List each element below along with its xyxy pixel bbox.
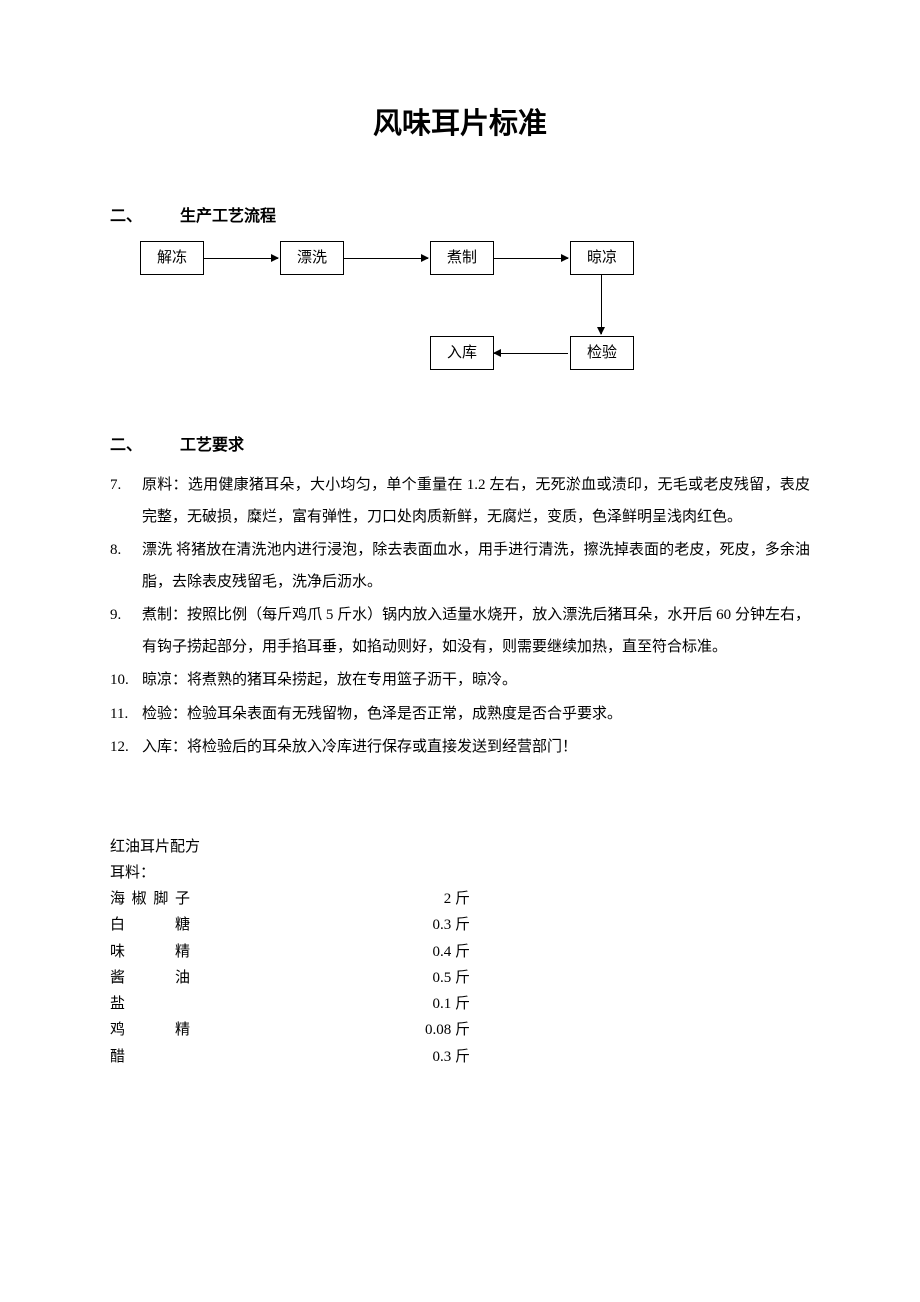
section-heading-flow: 二、生产工艺流程 bbox=[110, 202, 810, 226]
section-heading-process: 二、工艺要求 bbox=[110, 431, 810, 455]
recipe-row: 醋0.3 斤 bbox=[110, 1044, 810, 1070]
recipe-row: 鸡 精0.08 斤 bbox=[110, 1017, 810, 1043]
process-item: 12.入库：将检验后的耳朵放入冷库进行保存或直接发送到经营部门！ bbox=[110, 732, 810, 764]
flow-node-store: 入库 bbox=[430, 336, 494, 370]
section-num: 二、 bbox=[110, 431, 180, 455]
recipe-row: 酱 油0.5 斤 bbox=[110, 965, 810, 991]
recipe-name: 味 精 bbox=[110, 939, 190, 965]
document-page: 风味耳片标准 二、生产工艺流程 解冻 漂洗 煮制 晾凉 入库 检验 二、工艺要求… bbox=[0, 0, 920, 1302]
process-num: 7. bbox=[110, 470, 142, 533]
recipe-row: 海椒脚子2 斤 bbox=[110, 886, 810, 912]
flow-arrow bbox=[204, 258, 278, 259]
recipe-row: 盐0.1 斤 bbox=[110, 991, 810, 1017]
flow-node-cook: 煮制 bbox=[430, 241, 494, 275]
process-text: 煮制：按照比例（每斤鸡爪 5 斤水）锅内放入适量水烧开，放入漂洗后猪耳朵，水开后… bbox=[142, 600, 810, 663]
process-num: 8. bbox=[110, 535, 142, 598]
recipe-amount: 2 斤 bbox=[190, 886, 470, 912]
flow-arrow bbox=[601, 275, 602, 334]
process-text: 入库：将检验后的耳朵放入冷库进行保存或直接发送到经营部门！ bbox=[142, 732, 810, 764]
process-num: 12. bbox=[110, 732, 142, 764]
process-item: 9.煮制：按照比例（每斤鸡爪 5 斤水）锅内放入适量水烧开，放入漂洗后猪耳朵，水… bbox=[110, 600, 810, 663]
recipe-row: 味 精0.4 斤 bbox=[110, 939, 810, 965]
recipe-name: 盐 bbox=[110, 991, 190, 1017]
process-item: 10.晾凉：将煮熟的猪耳朵捞起，放在专用篮子沥干，晾冷。 bbox=[110, 665, 810, 697]
flow-node-cool: 晾凉 bbox=[570, 241, 634, 275]
recipe-row: 白 糖0.3 斤 bbox=[110, 912, 810, 938]
section-num: 二、 bbox=[110, 202, 180, 226]
section-label: 生产工艺流程 bbox=[180, 208, 276, 225]
section-label: 工艺要求 bbox=[180, 437, 244, 454]
flow-arrow bbox=[344, 258, 428, 259]
process-text: 晾凉：将煮熟的猪耳朵捞起，放在专用篮子沥干，晾冷。 bbox=[142, 665, 810, 697]
flow-node-thaw: 解冻 bbox=[140, 241, 204, 275]
process-num: 11. bbox=[110, 699, 142, 731]
process-num: 9. bbox=[110, 600, 142, 663]
process-num: 10. bbox=[110, 665, 142, 697]
process-item: 11.检验：检验耳朵表面有无残留物，色泽是否正常，成熟度是否合乎要求。 bbox=[110, 699, 810, 731]
flow-arrow bbox=[494, 353, 568, 354]
process-text: 检验：检验耳朵表面有无残留物，色泽是否正常，成熟度是否合乎要求。 bbox=[142, 699, 810, 731]
recipe-name: 海椒脚子 bbox=[110, 886, 190, 912]
recipe-amount: 0.4 斤 bbox=[190, 939, 470, 965]
recipe-name: 酱 油 bbox=[110, 965, 190, 991]
recipe-amount: 0.1 斤 bbox=[190, 991, 470, 1017]
recipe-name: 鸡 精 bbox=[110, 1017, 190, 1043]
recipe-amount: 0.3 斤 bbox=[190, 1044, 470, 1070]
recipe-subtitle: 耳料： bbox=[110, 860, 810, 886]
process-list: 7.原料：选用健康猪耳朵，大小均匀，单个重量在 1.2 左右，无死淤血或渍印，无… bbox=[110, 470, 810, 764]
flow-arrow bbox=[494, 258, 568, 259]
document-title: 风味耳片标准 bbox=[110, 100, 810, 142]
recipe-name: 白 糖 bbox=[110, 912, 190, 938]
flow-node-rinse: 漂洗 bbox=[280, 241, 344, 275]
process-text: 漂洗 将猪放在清洗池内进行浸泡，除去表面血水，用手进行清洗，擦洗掉表面的老皮，死… bbox=[142, 535, 810, 598]
recipe-amount: 0.3 斤 bbox=[190, 912, 470, 938]
recipe-amount: 0.5 斤 bbox=[190, 965, 470, 991]
recipe-block: 红油耳片配方 耳料： 海椒脚子2 斤 白 糖0.3 斤 味 精0.4 斤 酱 油… bbox=[110, 834, 810, 1070]
process-item: 8.漂洗 将猪放在清洗池内进行浸泡，除去表面血水，用手进行清洗，擦洗掉表面的老皮… bbox=[110, 535, 810, 598]
recipe-amount: 0.08 斤 bbox=[190, 1017, 470, 1043]
process-item: 7.原料：选用健康猪耳朵，大小均匀，单个重量在 1.2 左右，无死淤血或渍印，无… bbox=[110, 470, 810, 533]
recipe-title: 红油耳片配方 bbox=[110, 834, 810, 860]
flow-node-inspect: 检验 bbox=[570, 336, 634, 370]
process-text: 原料：选用健康猪耳朵，大小均匀，单个重量在 1.2 左右，无死淤血或渍印，无毛或… bbox=[142, 470, 810, 533]
recipe-name: 醋 bbox=[110, 1044, 190, 1070]
flowchart: 解冻 漂洗 煮制 晾凉 入库 检验 bbox=[130, 241, 810, 401]
